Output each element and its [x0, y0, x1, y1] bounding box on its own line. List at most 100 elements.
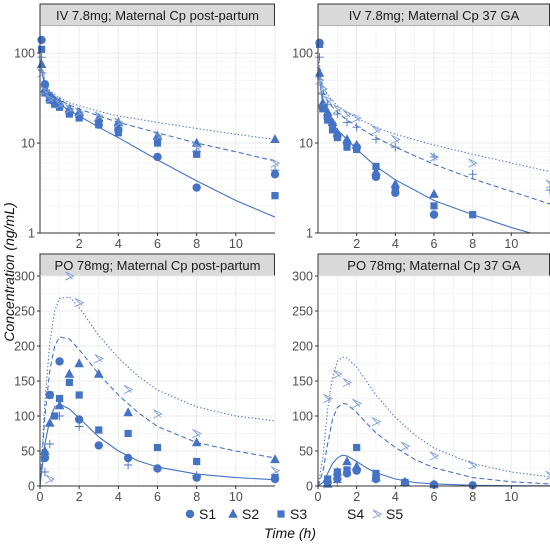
x-tick-label: 10: [504, 490, 518, 504]
data-point-s3: [343, 466, 351, 474]
x-tick-label: 0: [315, 490, 322, 504]
model-line-dotted: [40, 59, 275, 140]
data-point-s3: [46, 391, 54, 399]
data-point-s3: [401, 478, 409, 487]
legend-marker-s3: [277, 510, 285, 518]
data-point-s5: [270, 158, 281, 168]
x-tick-label: 2: [76, 237, 83, 251]
data-point-s3: [65, 378, 73, 386]
x-tick-label: 8: [193, 237, 200, 251]
data-point-s2: [342, 134, 352, 144]
y-tick-label: 0: [28, 480, 35, 494]
data-point-s4: [352, 464, 361, 473]
y-tick-label: 150: [14, 375, 35, 389]
data-point-s3: [324, 475, 332, 483]
y-tick-label: 100: [14, 47, 35, 61]
x-tick-label: 10: [229, 490, 243, 504]
chart-panel-1: IV 7.8mg; Maternal Cp post-partum 2 4 6 8 10 1…: [14, 3, 281, 251]
legend-marker-s2: [228, 508, 238, 518]
data-point-s5: [429, 152, 440, 162]
data-point-s3: [95, 426, 103, 434]
data-point-s5: [371, 416, 382, 427]
y-tick-label: 1: [28, 227, 35, 241]
panel-title: IV 7.8mg; Maternal Cp post-partum: [56, 8, 259, 23]
data-point-s5: [153, 131, 163, 141]
data-point-s2: [390, 178, 401, 188]
legend-label-s3: S3: [290, 506, 307, 522]
data-point-s4: [333, 478, 342, 487]
data-point-s3: [51, 100, 59, 108]
legend-item-s5: S5: [372, 506, 403, 522]
data-point-s1: [74, 415, 84, 424]
data-point-s3: [328, 126, 337, 134]
data-point-s3: [55, 103, 64, 111]
y-tick-label: 10: [299, 137, 313, 151]
data-point-s5: [400, 441, 411, 451]
y-tick-label: 200: [292, 340, 313, 354]
y-tick-label: 250: [292, 305, 313, 319]
data-point-s5: [545, 179, 550, 189]
data-point-s3: [391, 186, 399, 194]
data-point-s4: [468, 170, 477, 179]
data-point-s4: [352, 122, 361, 132]
data-point-s4: [55, 411, 64, 421]
y-tick-label: 1: [306, 227, 313, 241]
data-point-s5: [545, 470, 550, 481]
data-point-s1: [153, 464, 162, 473]
data-point-s1: [55, 357, 64, 366]
y-tick-label: 150: [292, 375, 313, 389]
data-point-s2: [327, 117, 338, 127]
x-tick-label: 10: [504, 237, 518, 251]
y-tick-label: 200: [14, 340, 35, 354]
data-point-s4: [315, 52, 324, 62]
data-point-s3: [315, 40, 324, 48]
data-point-s3: [55, 394, 64, 403]
data-point-s5: [94, 353, 104, 364]
y-tick-label: 300: [292, 270, 313, 284]
data-point-s3: [333, 133, 341, 142]
model-line-solid: [318, 454, 550, 486]
data-point-s2: [93, 368, 104, 378]
legend-item-s2: S2: [228, 506, 259, 522]
data-point-s2: [113, 117, 124, 127]
data-point-s3: [37, 45, 46, 53]
data-point-s5: [429, 451, 440, 461]
x-tick-label: 4: [392, 490, 399, 504]
data-point-s5: [342, 377, 353, 388]
data-point-s4: [37, 52, 46, 62]
data-point-s1: [123, 453, 133, 463]
data-point-s3: [114, 129, 122, 137]
data-point-s3: [271, 192, 279, 200]
chart-panel-4: PO 78mg; Maternal Cp 37 GA0 2 4 6 8 100501001…: [292, 253, 550, 504]
x-tick-label: 0: [37, 490, 44, 504]
data-point-s5: [390, 134, 401, 144]
data-point-s3: [324, 116, 332, 124]
data-point-s5: [113, 117, 124, 127]
data-point-s2: [54, 400, 65, 410]
data-point-s3: [343, 143, 351, 151]
data-point-s5: [323, 95, 333, 105]
data-point-s3: [65, 110, 73, 118]
legend-item-s4: S4: [347, 506, 364, 522]
model-line-dashed: [40, 61, 275, 162]
y-tick-label: 50: [299, 445, 313, 459]
data-point-s5: [270, 465, 281, 476]
data-point-s3: [153, 443, 162, 452]
data-point-s1: [153, 152, 162, 162]
data-point-s5: [74, 297, 85, 308]
data-point-s3: [46, 96, 54, 104]
data-point-s4: [74, 422, 84, 431]
panel-title: PO 78mg; Maternal Cp post-partum: [55, 258, 261, 273]
data-point-s4: [545, 185, 550, 195]
data-point-s4: [123, 460, 133, 470]
data-point-s5: [468, 460, 478, 470]
x-tick-label: 2: [353, 237, 360, 251]
x-tick-label: 10: [229, 237, 243, 251]
y-axis-label: Concentration (ng/mL): [1, 202, 17, 341]
data-point-s2: [342, 456, 352, 466]
data-point-s5: [74, 107, 85, 117]
data-point-s5: [468, 158, 478, 168]
x-tick-label: 6: [154, 237, 161, 251]
